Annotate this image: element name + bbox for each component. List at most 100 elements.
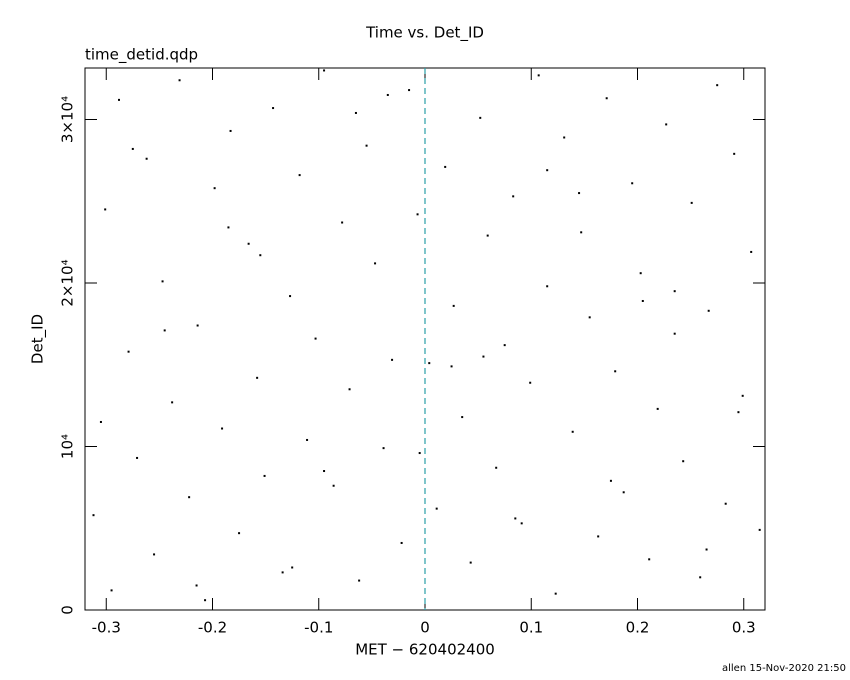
- point: [365, 144, 368, 147]
- x-tick-label: -0.1: [304, 619, 333, 637]
- point: [391, 358, 394, 361]
- point: [195, 584, 198, 587]
- point: [259, 254, 262, 257]
- point: [382, 447, 385, 450]
- point: [263, 474, 266, 477]
- point: [289, 295, 292, 298]
- x-axis-label: MET − 620402400: [355, 641, 495, 659]
- y-tick-label: 0: [59, 605, 77, 615]
- point: [314, 337, 317, 340]
- x-tick-label: 0.3: [732, 619, 756, 637]
- y-tick-label: 10⁴: [59, 434, 77, 459]
- point: [213, 187, 216, 190]
- point: [229, 129, 232, 132]
- point: [196, 324, 199, 327]
- point: [641, 299, 644, 302]
- point: [188, 496, 191, 499]
- point: [554, 592, 557, 595]
- point: [118, 98, 120, 101]
- point: [452, 304, 455, 307]
- y-tick-label: 3×10⁴: [59, 96, 77, 143]
- point: [323, 470, 326, 473]
- point: [408, 89, 411, 92]
- x-tick-label: 0: [420, 619, 430, 637]
- chart-subtitle: time_detid.qdp: [85, 46, 198, 65]
- point: [400, 541, 403, 544]
- point: [291, 566, 294, 569]
- point: [386, 93, 389, 96]
- point: [578, 192, 581, 195]
- point: [512, 195, 515, 198]
- point: [707, 309, 710, 312]
- y-tick-label: 2×10⁴: [59, 259, 77, 306]
- point: [537, 74, 540, 77]
- point: [648, 558, 651, 561]
- point: [639, 272, 642, 275]
- x-tick-label: -0.2: [198, 619, 227, 637]
- point: [332, 484, 335, 487]
- x-tick-label: -0.3: [92, 619, 121, 637]
- point: [110, 589, 113, 592]
- point: [281, 571, 284, 574]
- point: [221, 427, 224, 430]
- point: [178, 79, 181, 82]
- point: [227, 226, 230, 229]
- point: [673, 332, 676, 335]
- point: [514, 517, 517, 520]
- point: [673, 290, 676, 293]
- point: [323, 69, 326, 72]
- footer: allen 15-Nov-2020 21:50: [722, 663, 846, 674]
- point: [733, 152, 736, 155]
- point: [145, 157, 148, 160]
- point: [358, 579, 361, 582]
- point: [171, 401, 174, 404]
- point: [656, 407, 659, 410]
- point: [588, 316, 591, 319]
- point: [665, 123, 668, 126]
- point: [247, 242, 250, 245]
- point: [503, 344, 506, 347]
- point: [597, 535, 600, 538]
- point: [306, 438, 309, 441]
- point: [435, 507, 438, 510]
- chart-title: Time vs. Det_ID: [365, 24, 484, 43]
- point: [444, 165, 447, 168]
- point: [479, 116, 482, 119]
- point: [418, 452, 421, 455]
- y-axis-label: Det_ID: [29, 314, 48, 364]
- point: [298, 174, 301, 177]
- point: [716, 84, 719, 87]
- point: [546, 285, 549, 288]
- point: [131, 147, 134, 150]
- point: [622, 491, 625, 494]
- point: [482, 355, 485, 358]
- point: [354, 111, 357, 114]
- point: [127, 350, 130, 353]
- point: [428, 362, 431, 365]
- x-tick-label: 0.1: [519, 619, 543, 637]
- point: [724, 502, 727, 505]
- point: [374, 262, 377, 265]
- point: [750, 250, 753, 253]
- point: [469, 561, 472, 564]
- point: [461, 416, 464, 419]
- point: [705, 548, 708, 551]
- point: [758, 528, 761, 531]
- point: [416, 213, 419, 216]
- point: [256, 376, 259, 379]
- point: [348, 388, 351, 391]
- point: [563, 136, 566, 139]
- point: [153, 553, 156, 556]
- point: [204, 599, 207, 602]
- point: [272, 107, 275, 110]
- point: [580, 231, 583, 234]
- point: [571, 430, 574, 433]
- point: [341, 221, 344, 224]
- point: [682, 460, 685, 463]
- point: [520, 522, 523, 525]
- point: [614, 370, 617, 373]
- point: [699, 576, 702, 579]
- point: [741, 394, 744, 397]
